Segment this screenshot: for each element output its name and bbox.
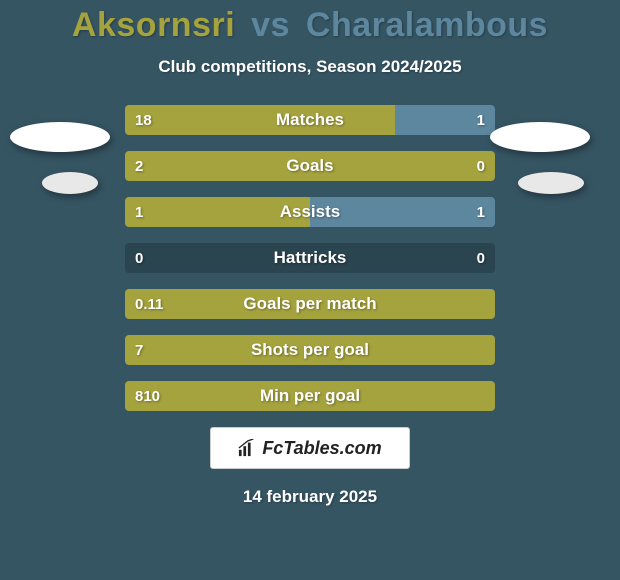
avatar-placeholder-2: [42, 172, 98, 194]
stat-fill-right: [310, 197, 495, 227]
stats-bars: 181Matches 20Goals 11Assists 0 0Hattricks 0.1…: [125, 105, 495, 411]
stat-row: 7Shots per goal: [125, 335, 495, 365]
title-player1: Aksornsri: [72, 6, 235, 44]
stat-fill-left: [125, 381, 495, 411]
chart-icon: [238, 439, 256, 457]
stat-row: 11Assists: [125, 197, 495, 227]
stat-row: 810Min per goal: [125, 381, 495, 411]
title-vs: vs: [251, 6, 290, 44]
avatar-placeholder-1: [490, 122, 590, 152]
stat-fill-left: [125, 289, 495, 319]
subtitle: Club competitions, Season 2024/2025: [0, 57, 620, 77]
stat-row: 20Goals: [125, 151, 495, 181]
avatar-placeholder-0: [10, 122, 110, 152]
stat-value-right: 0: [477, 243, 485, 273]
stat-fill-left: [125, 151, 495, 181]
stat-fill-left: [125, 105, 395, 135]
avatar-placeholder-3: [518, 172, 584, 194]
brand-badge[interactable]: FcTables.com: [210, 427, 410, 469]
stat-fill-left: [125, 197, 310, 227]
stat-row: 181Matches: [125, 105, 495, 135]
stat-fill-right: [395, 105, 495, 135]
page-title: Aksornsri vs Charalambous: [0, 6, 620, 45]
stat-label: Hattricks: [125, 243, 495, 273]
brand-text: FcTables.com: [262, 438, 381, 459]
stat-row: 0 0Hattricks: [125, 243, 495, 273]
stat-row: 0.11Goals per match: [125, 289, 495, 319]
stat-value-left: 0: [135, 243, 143, 273]
stat-fill-left: [125, 335, 495, 365]
title-player2: Charalambous: [306, 6, 548, 44]
date-text: 14 february 2025: [0, 487, 620, 507]
comparison-container: Aksornsri vs Charalambous Club competiti…: [0, 0, 620, 580]
